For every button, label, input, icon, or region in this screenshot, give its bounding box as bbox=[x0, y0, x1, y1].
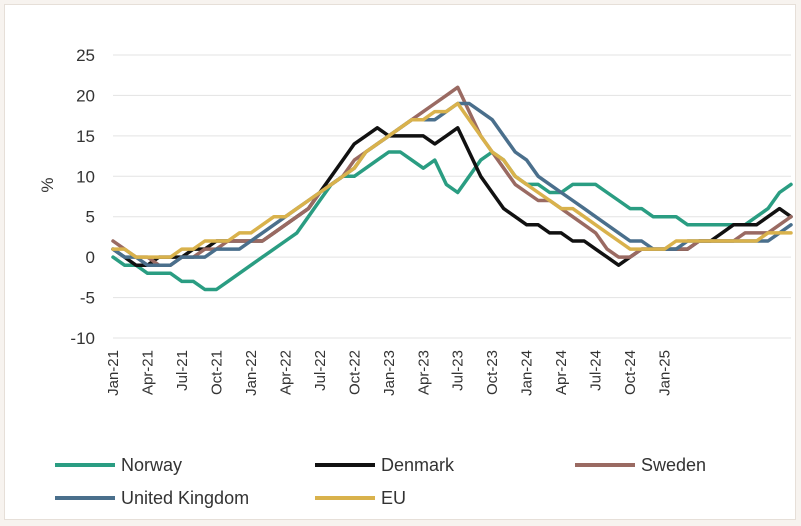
y-tick-label: 15 bbox=[76, 127, 95, 146]
series-line-eu bbox=[111, 101, 793, 259]
x-axis-ticks: Jan-21 Apr-21 Jul-21 Oct-21 Jan-22 Apr-22 Jul-… bbox=[105, 350, 674, 396]
y-tick-label: 10 bbox=[76, 167, 95, 186]
x-tick-label: Jul-23 bbox=[450, 350, 467, 391]
gridlines bbox=[113, 54, 791, 339]
x-tick-label: Oct-21 bbox=[208, 350, 225, 395]
x-tick-label: Jan-22 bbox=[243, 350, 260, 396]
series-lines bbox=[111, 85, 793, 292]
x-tick-label: Oct-22 bbox=[346, 350, 363, 395]
x-tick-label: Jul-24 bbox=[588, 350, 605, 391]
x-tick-label: Jan-21 bbox=[105, 350, 122, 396]
y-tick-label: -5 bbox=[80, 289, 95, 308]
legend-label-denmark: Denmark bbox=[381, 455, 455, 475]
x-tick-label: Oct-23 bbox=[484, 350, 501, 395]
x-tick-label: Jan-23 bbox=[381, 350, 398, 396]
y-tick-label: 20 bbox=[76, 86, 95, 105]
y-axis-ticks: -10 -5 0 5 10 15 20 25 bbox=[70, 46, 95, 348]
x-tick-label: Apr-22 bbox=[277, 350, 294, 395]
x-tick-label: Jul-21 bbox=[174, 350, 191, 391]
chart-frame: -10 -5 0 5 10 15 20 25 % Jan-21 Apr-21 Jul-21 Oct-… bbox=[4, 4, 796, 520]
x-tick-label: Jan-24 bbox=[519, 350, 536, 396]
y-tick-label: 25 bbox=[76, 46, 95, 65]
x-tick-label: Apr-23 bbox=[415, 350, 432, 395]
series-line-denmark bbox=[111, 126, 793, 267]
y-tick-label: -10 bbox=[70, 329, 95, 348]
y-axis-label: % bbox=[38, 177, 57, 192]
legend-label-norway: Norway bbox=[121, 455, 182, 475]
x-tick-label: Apr-24 bbox=[553, 350, 570, 395]
legend-label-eu: EU bbox=[381, 488, 406, 508]
y-tick-label: 5 bbox=[86, 208, 95, 227]
y-tick-label: 0 bbox=[86, 248, 95, 267]
x-tick-label: Jan-25 bbox=[657, 350, 674, 396]
line-chart: -10 -5 0 5 10 15 20 25 % Jan-21 Apr-21 Jul-21 Oct-… bbox=[38, 46, 793, 508]
x-tick-label: Apr-21 bbox=[139, 350, 156, 395]
legend-label-sweden: Sweden bbox=[641, 455, 706, 475]
legend-label-united-kingdom: United Kingdom bbox=[121, 488, 249, 508]
legend: Norway Denmark Sweden United Kingdom EU bbox=[55, 455, 706, 508]
x-tick-label: Oct-24 bbox=[622, 350, 639, 395]
series-line-norway bbox=[111, 150, 793, 292]
x-tick-label: Jul-22 bbox=[312, 350, 329, 391]
